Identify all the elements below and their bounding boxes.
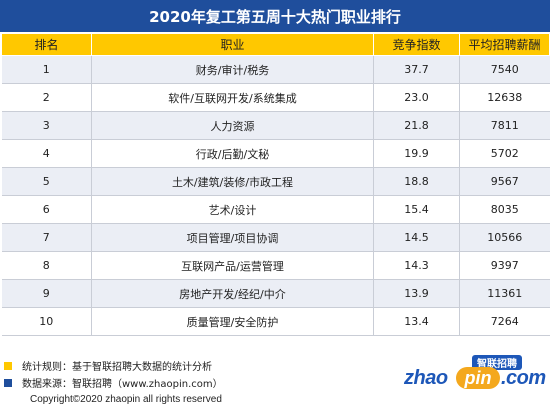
- cell-job: 土木/建筑/装修/市政工程: [91, 167, 374, 196]
- note-source-text: 数据来源：智联招聘（www.zhaopin.com）: [22, 379, 223, 390]
- cell-rank: 4: [1, 139, 92, 168]
- cell-competition: 18.8: [373, 167, 460, 196]
- page-title: 2020年复工第五周十大热门职业排行: [149, 7, 401, 26]
- cell-salary: 10566: [459, 223, 550, 252]
- note-rule-text: 统计规则：基于智联招聘大数据的统计分析: [22, 362, 212, 373]
- cell-job: 人力资源: [91, 111, 374, 140]
- cell-competition: 21.8: [373, 111, 460, 140]
- table-row: 4 行政/后勤/文秘 19.9 5702: [1, 139, 550, 168]
- header-competition: 竞争指数: [373, 33, 460, 56]
- header-salary: 平均招聘薪酬: [459, 33, 550, 56]
- cell-job: 软件/互联网开发/系统集成: [91, 83, 374, 112]
- cell-job: 行政/后勤/文秘: [91, 139, 374, 168]
- cell-salary: 5702: [459, 139, 550, 168]
- table-row: 8 互联网产品/运营管理 14.3 9397: [1, 251, 550, 280]
- table-row: 10 质量管理/安全防护 13.4 7264: [1, 307, 550, 336]
- logo-pin: pin: [456, 367, 500, 389]
- table-row: 1 财务/审计/税务 37.7 7540: [1, 55, 550, 84]
- cell-salary: 7540: [459, 55, 550, 84]
- logo-badge: 智联招聘: [472, 355, 522, 370]
- header-job: 职业: [91, 33, 374, 56]
- logo-word-right: .com: [501, 367, 546, 389]
- cell-salary: 9567: [459, 167, 550, 196]
- note-source: 数据来源：智联招聘（www.zhaopin.com）: [4, 374, 223, 391]
- cell-competition: 23.0: [373, 83, 460, 112]
- cell-salary: 7811: [459, 111, 550, 140]
- cell-rank: 7: [1, 223, 92, 252]
- table-row: 9 房地产开发/经纪/中介 13.9 11361: [1, 279, 550, 308]
- cell-rank: 9: [1, 279, 92, 308]
- cell-rank: 5: [1, 167, 92, 196]
- cell-competition: 37.7: [373, 55, 460, 84]
- ranking-table: 排名 职业 竞争指数 平均招聘薪酬 1 财务/审计/税务 37.7 7540 2…: [1, 33, 550, 336]
- cell-salary: 7264: [459, 307, 550, 336]
- cell-competition: 13.4: [373, 307, 460, 336]
- cell-competition: 15.4: [373, 195, 460, 224]
- cell-rank: 3: [1, 111, 92, 140]
- table-row: 6 艺术/设计 15.4 8035: [1, 195, 550, 224]
- cell-job: 艺术/设计: [91, 195, 374, 224]
- cell-competition: 13.9: [373, 279, 460, 308]
- cell-job: 互联网产品/运营管理: [91, 251, 374, 280]
- blue-square-icon: [4, 378, 12, 387]
- cell-competition: 19.9: [373, 139, 460, 168]
- table-row: 7 项目管理/项目协调 14.5 10566: [1, 223, 550, 252]
- cell-salary: 12638: [459, 83, 550, 112]
- table-header-row: 排名 职业 竞争指数 平均招聘薪酬: [1, 33, 550, 56]
- table-row: 3 人力资源 21.8 7811: [1, 111, 550, 140]
- cell-salary: 11361: [459, 279, 550, 308]
- cell-job: 财务/审计/税务: [91, 55, 374, 84]
- cell-job: 项目管理/项目协调: [91, 223, 374, 252]
- cell-rank: 8: [1, 251, 92, 280]
- cell-competition: 14.5: [373, 223, 460, 252]
- cell-competition: 14.3: [373, 251, 460, 280]
- table-row: 2 软件/互联网开发/系统集成 23.0 12638: [1, 83, 550, 112]
- cell-rank: 10: [1, 307, 92, 336]
- cell-salary: 9397: [459, 251, 550, 280]
- note-rule: 统计规则：基于智联招聘大数据的统计分析: [4, 357, 223, 374]
- cell-job: 质量管理/安全防护: [91, 307, 374, 336]
- cell-rank: 2: [1, 83, 92, 112]
- copyright: Copyright©2020 zhaopin all rights reserv…: [30, 394, 222, 405]
- page-title-bar: 2020年复工第五周十大热门职业排行: [0, 0, 550, 32]
- zhaopin-logo: 智联招聘 zhao pin .com: [400, 355, 546, 389]
- table-row: 5 土木/建筑/装修/市政工程 18.8 9567: [1, 167, 550, 196]
- yellow-square-icon: [4, 361, 12, 370]
- cell-salary: 8035: [459, 195, 550, 224]
- footnotes: 统计规则：基于智联招聘大数据的统计分析 数据来源：智联招聘（www.zhaopi…: [4, 357, 223, 391]
- cell-job: 房地产开发/经纪/中介: [91, 279, 374, 308]
- cell-rank: 6: [1, 195, 92, 224]
- header-rank: 排名: [1, 33, 92, 56]
- cell-rank: 1: [1, 55, 92, 84]
- logo-word-left: zhao: [404, 367, 448, 389]
